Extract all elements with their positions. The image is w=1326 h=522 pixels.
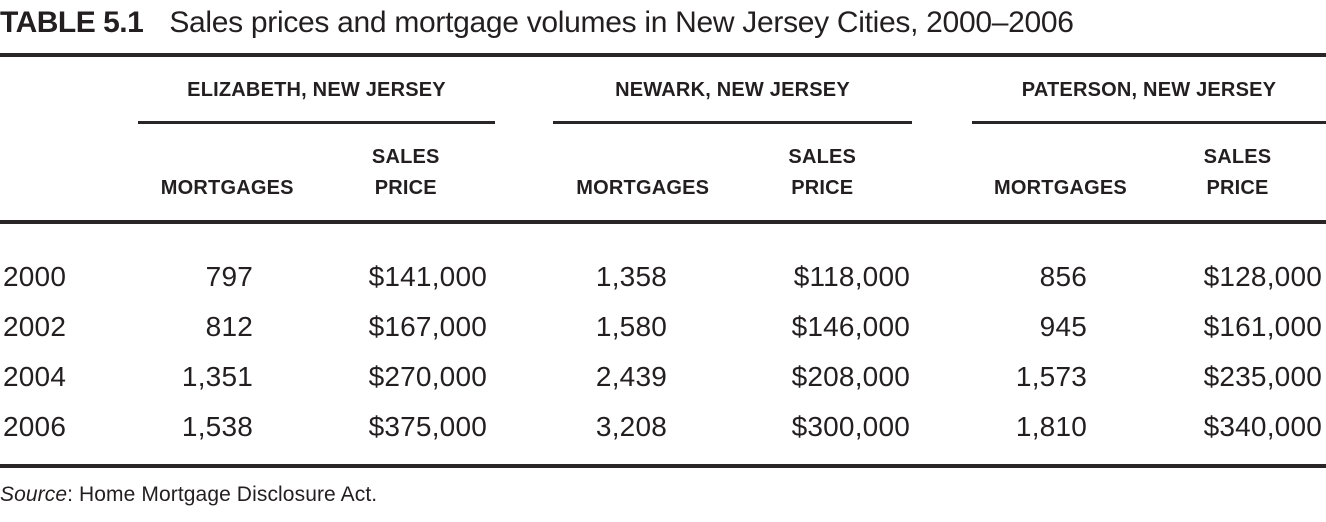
col-header-label-line1: SALES <box>788 146 857 168</box>
source-label: Source <box>0 483 68 506</box>
col-header-label-line1: SALES <box>371 146 440 168</box>
group-elizabeth: ELIZABETH, NEW JERSEY MORTGAGES SALES PR… <box>138 78 495 204</box>
group-rule-elizabeth <box>138 121 495 124</box>
cell-elizabeth-mortgages-2004: 1,351 <box>181 361 253 392</box>
cell-newark-mortgages-2002: 1,580 <box>595 311 667 342</box>
col-header-label-line2: PRICE <box>791 177 854 199</box>
group-rule-newark <box>553 121 912 124</box>
cell-newark-sales-2004: $208,000 <box>791 361 910 392</box>
col-header-label-line2: PRICE <box>374 177 437 199</box>
cell-newark-mortgages-2006: 3,208 <box>595 411 667 442</box>
col-header-paterson-sales-price: SALES PRICE <box>1149 140 1326 204</box>
cell-paterson-mortgages-2000: 856 <box>1039 261 1087 292</box>
source-text: : Home Mortgage Disclosure Act. <box>67 483 378 506</box>
cell-paterson-mortgages-2004: 1,573 <box>1015 361 1087 392</box>
group-newark: NEWARK, NEW JERSEY MORTGAGES SALES PRICE <box>553 78 912 204</box>
cell-elizabeth-sales-2000: $141,000 <box>368 261 487 292</box>
cell-paterson-sales-2006: $340,000 <box>1203 411 1322 442</box>
cell-elizabeth-sales-2004: $270,000 <box>368 361 487 392</box>
cell-paterson-sales-2000: $128,000 <box>1203 261 1322 292</box>
cell-paterson-mortgages-2006: 1,810 <box>1015 411 1087 442</box>
group-paterson: PATERSON, NEW JERSEY MORTGAGES SALES PRI… <box>972 78 1326 204</box>
group-title-newark: NEWARK, NEW JERSEY <box>615 79 850 101</box>
table-title: TABLE 5.1 Sales prices and mortgage volu… <box>0 0 1326 50</box>
cell-elizabeth-mortgages-2000: 797 <box>205 261 253 292</box>
column-group-headers: ELIZABETH, NEW JERSEY MORTGAGES SALES PR… <box>0 78 1326 204</box>
table-body: 2000 797 $141,000 1,358 $118,000 856 $12… <box>0 224 1326 452</box>
cell-paterson-mortgages-2002: 945 <box>1039 311 1087 342</box>
col-header-label-line2: PRICE <box>1206 177 1269 199</box>
row-2006-year: 2006 <box>3 411 67 442</box>
header-rule <box>0 220 1326 224</box>
col-header-newark-sales-price: SALES PRICE <box>733 140 913 204</box>
subheaders-paterson: MORTGAGES SALES PRICE <box>972 140 1326 204</box>
col-header-newark-mortgages: MORTGAGES <box>553 140 733 204</box>
subheaders-newark: MORTGAGES SALES PRICE <box>553 140 912 204</box>
col-header-elizabeth-mortgages: MORTGAGES <box>138 140 317 204</box>
top-rule <box>0 53 1326 57</box>
cell-newark-sales-2000: $118,000 <box>793 261 910 292</box>
col-header-paterson-mortgages: MORTGAGES <box>972 140 1149 204</box>
table-caption: Sales prices and mortgage volumes in New… <box>169 6 1074 39</box>
cell-newark-sales-2006: $300,000 <box>791 411 910 442</box>
cell-paterson-sales-2004: $235,000 <box>1203 361 1322 392</box>
row-2000-year: 2000 <box>3 261 67 292</box>
group-rule-paterson <box>972 121 1326 124</box>
cell-newark-mortgages-2000: 1,358 <box>595 261 667 292</box>
source-note: Source: Home Mortgage Disclosure Act. <box>0 483 1326 507</box>
col-header-label-line1: SALES <box>1203 146 1272 168</box>
col-header-elizabeth-sales-price: SALES PRICE <box>317 140 496 204</box>
table-number: TABLE 5.1 <box>0 6 144 39</box>
bottom-rule <box>0 464 1326 468</box>
row-2004-year: 2004 <box>3 361 67 392</box>
cell-elizabeth-sales-2002: $167,000 <box>368 311 487 342</box>
cell-newark-sales-2002: $146,000 <box>791 311 910 342</box>
col-header-label: MORTGAGES <box>576 177 710 199</box>
group-title-elizabeth: ELIZABETH, NEW JERSEY <box>187 79 446 101</box>
cell-newark-mortgages-2004: 2,439 <box>595 361 667 392</box>
subheaders-elizabeth: MORTGAGES SALES PRICE <box>138 140 495 204</box>
cell-paterson-sales-2002: $161,000 <box>1203 311 1322 342</box>
cell-elizabeth-sales-2006: $375,000 <box>368 411 487 442</box>
col-header-label: MORTGAGES <box>160 177 294 199</box>
row-2002-year: 2002 <box>3 311 67 342</box>
group-title-paterson: PATERSON, NEW JERSEY <box>1021 79 1277 101</box>
cell-elizabeth-mortgages-2006: 1,538 <box>181 411 253 442</box>
cell-elizabeth-mortgages-2002: 812 <box>205 311 253 342</box>
col-header-label: MORTGAGES <box>994 177 1127 199</box>
